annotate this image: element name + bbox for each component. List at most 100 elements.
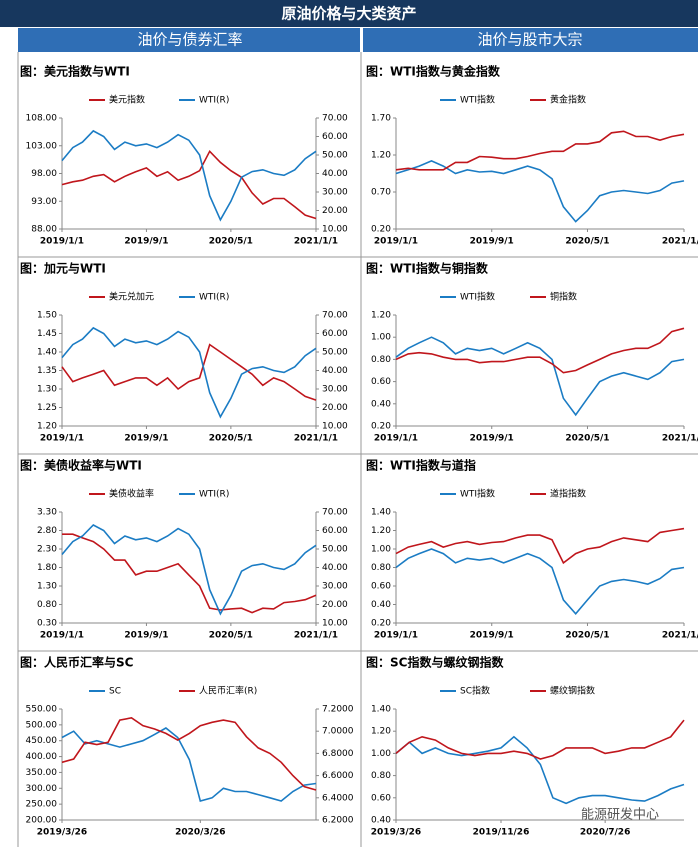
y2-tick-label: 30.00 [322, 582, 348, 592]
y-tick-label: 1.20 [37, 422, 57, 432]
legend-label: 铜指数 [550, 291, 577, 303]
x-tick-label: 2019/1/1 [374, 631, 418, 641]
series-line [61, 524, 317, 616]
x-tick-label: 2020/5/1 [565, 434, 609, 444]
chart-title: 图：WTI指数与黄金指数 [366, 64, 501, 79]
y-tick-label: 1.25 [37, 403, 57, 413]
y2-tick-label: 60.00 [322, 132, 348, 142]
legend-label: 人民币汇率(R) [199, 685, 257, 697]
y-tick-label: 1.45 [37, 329, 57, 339]
x-tick-label: 2019/9/1 [124, 237, 168, 247]
y-tick-label: 450.00 [26, 736, 58, 746]
y2-tick-label: 6.4000 [322, 793, 354, 803]
y-tick-label: 1.40 [371, 508, 391, 518]
series-line [395, 336, 685, 417]
y2-tick-label: 20.00 [322, 206, 348, 216]
x-tick-label: 2020/7/26 [580, 828, 630, 838]
y-tick-label: 350.00 [26, 768, 58, 778]
y-tick-label: 1.70 [371, 114, 391, 124]
y-tick-label: 1.20 [371, 151, 391, 161]
y-tick-label: 1.40 [371, 705, 391, 715]
chart-title: 图：加元与WTI [20, 261, 106, 276]
chart-title: 图：WTI指数与道指 [366, 458, 476, 473]
x-tick-label: 2020/5/1 [209, 434, 253, 444]
section-title: 油价与股市大宗 [477, 31, 582, 49]
x-tick-label: 2019/9/1 [470, 631, 514, 641]
series-line [61, 149, 317, 220]
legend-label: 美元兑加元 [109, 291, 154, 303]
y-tick-label: 250.00 [26, 800, 58, 810]
y-tick-label: 550.00 [26, 705, 58, 715]
legend-label: SC [109, 687, 121, 697]
y-tick-label: 1.80 [37, 563, 57, 573]
x-tick-label: 2021/1/1 [294, 631, 338, 641]
series-line [62, 533, 317, 614]
section-header [18, 28, 360, 52]
chart-title: 图：美债收益率与WTI [20, 458, 142, 473]
y2-tick-label: 40.00 [322, 169, 348, 179]
y2-tick-label: 60.00 [322, 329, 348, 339]
x-tick-label: 2020/5/1 [565, 237, 609, 247]
y-tick-label: 0.80 [37, 600, 57, 610]
y-tick-label: 200.00 [26, 816, 58, 826]
chart-title: 图：人民币汇率与SC [20, 655, 134, 670]
x-tick-label: 2021/1/1 [662, 631, 698, 641]
y-tick-label: 0.30 [37, 619, 57, 629]
series-line [395, 130, 685, 171]
y-tick-label: 108.00 [26, 114, 58, 124]
y-tick-label: 0.20 [371, 225, 391, 235]
y-tick-label: 1.40 [37, 348, 57, 358]
y2-tick-label: 70.00 [322, 311, 348, 321]
y2-tick-label: 50.00 [322, 545, 348, 555]
y-tick-label: 1.20 [371, 311, 391, 321]
y2-tick-label: 6.6000 [322, 771, 354, 781]
y-tick-label: 1.00 [371, 545, 391, 555]
series-line [61, 717, 317, 791]
series-line [395, 527, 685, 565]
x-tick-label: 2019/1/1 [40, 631, 84, 641]
y2-tick-label: 7.0000 [322, 727, 354, 737]
x-tick-label: 2019/1/1 [40, 434, 84, 444]
chart-title: 图：SC指数与螺纹钢指数 [366, 655, 504, 670]
x-tick-label: 2019/9/1 [470, 434, 514, 444]
legend-label: 黄金指数 [550, 94, 586, 106]
y-tick-label: 400.00 [26, 752, 58, 762]
legend-label: 道指指数 [550, 488, 586, 500]
y2-tick-label: 50.00 [322, 151, 348, 161]
y-tick-label: 1.30 [37, 582, 57, 592]
y2-tick-label: 60.00 [322, 526, 348, 536]
y2-tick-label: 50.00 [322, 348, 348, 358]
legend-label: 美债收益率 [109, 488, 154, 500]
x-tick-label: 2019/9/1 [124, 631, 168, 641]
chart-title: 图：美元指数与WTI [20, 64, 130, 79]
series-line [395, 327, 685, 374]
title-bar [0, 0, 698, 27]
series-line [61, 129, 317, 222]
x-tick-label: 2019/1/1 [374, 434, 418, 444]
y2-tick-label: 20.00 [322, 600, 348, 610]
series-line [395, 548, 685, 616]
y-tick-label: 0.20 [371, 619, 391, 629]
y-tick-label: 2.80 [37, 526, 57, 536]
y2-tick-label: 30.00 [322, 385, 348, 395]
x-tick-label: 2019/3/26 [371, 828, 421, 838]
y2-tick-label: 70.00 [322, 114, 348, 124]
y2-tick-label: 10.00 [322, 619, 348, 629]
y2-tick-label: 20.00 [322, 403, 348, 413]
y-tick-label: 1.00 [371, 333, 391, 343]
x-tick-label: 2020/3/26 [175, 828, 225, 838]
y-tick-label: 0.60 [371, 793, 391, 803]
y2-tick-label: 40.00 [322, 366, 348, 376]
y2-tick-label: 7.2000 [322, 705, 354, 715]
legend-label: WTI(R) [199, 293, 229, 303]
section-title: 油价与债券汇率 [137, 31, 242, 49]
y-tick-label: 1.20 [371, 526, 391, 536]
y-tick-label: 0.80 [371, 355, 391, 365]
y-tick-label: 300.00 [26, 784, 58, 794]
legend-label: 美元指数 [109, 94, 145, 106]
series-line [395, 719, 685, 760]
chart-title: 图：WTI指数与铜指数 [366, 261, 489, 276]
